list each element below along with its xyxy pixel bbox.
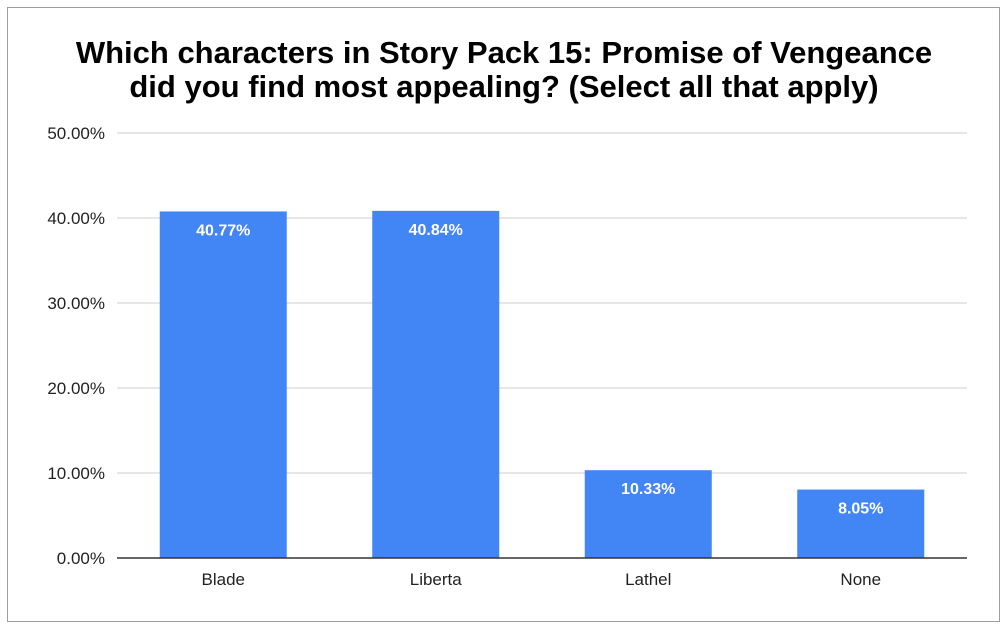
y-tick-label: 40.00% (47, 209, 105, 228)
bar (372, 210, 500, 559)
y-tick-label: 30.00% (47, 294, 105, 313)
y-tick-label: 50.00% (47, 124, 105, 143)
x-tick-label: Blade (202, 570, 245, 589)
x-tick-label: None (840, 570, 881, 589)
x-tick-label: Lathel (625, 570, 671, 589)
data-label: 8.05% (838, 501, 883, 518)
chart-title: Which characters in Story Pack 15: Promi… (0, 36, 1008, 104)
bar (797, 489, 925, 558)
data-label: 10.33% (621, 481, 675, 498)
data-label: 40.84% (409, 222, 463, 239)
y-tick-label: 10.00% (47, 464, 105, 483)
chart-title-line-2: did you find most appealing? (Select all… (129, 69, 879, 104)
chart-title-line-1: Which characters in Story Pack 15: Promi… (75, 35, 933, 70)
data-label: 40.77% (196, 222, 250, 239)
x-tick-label: Liberta (410, 570, 463, 589)
bar (584, 470, 712, 558)
bar (159, 211, 287, 558)
y-tick-label: 20.00% (47, 379, 105, 398)
y-tick-label: 0.00% (57, 549, 105, 568)
